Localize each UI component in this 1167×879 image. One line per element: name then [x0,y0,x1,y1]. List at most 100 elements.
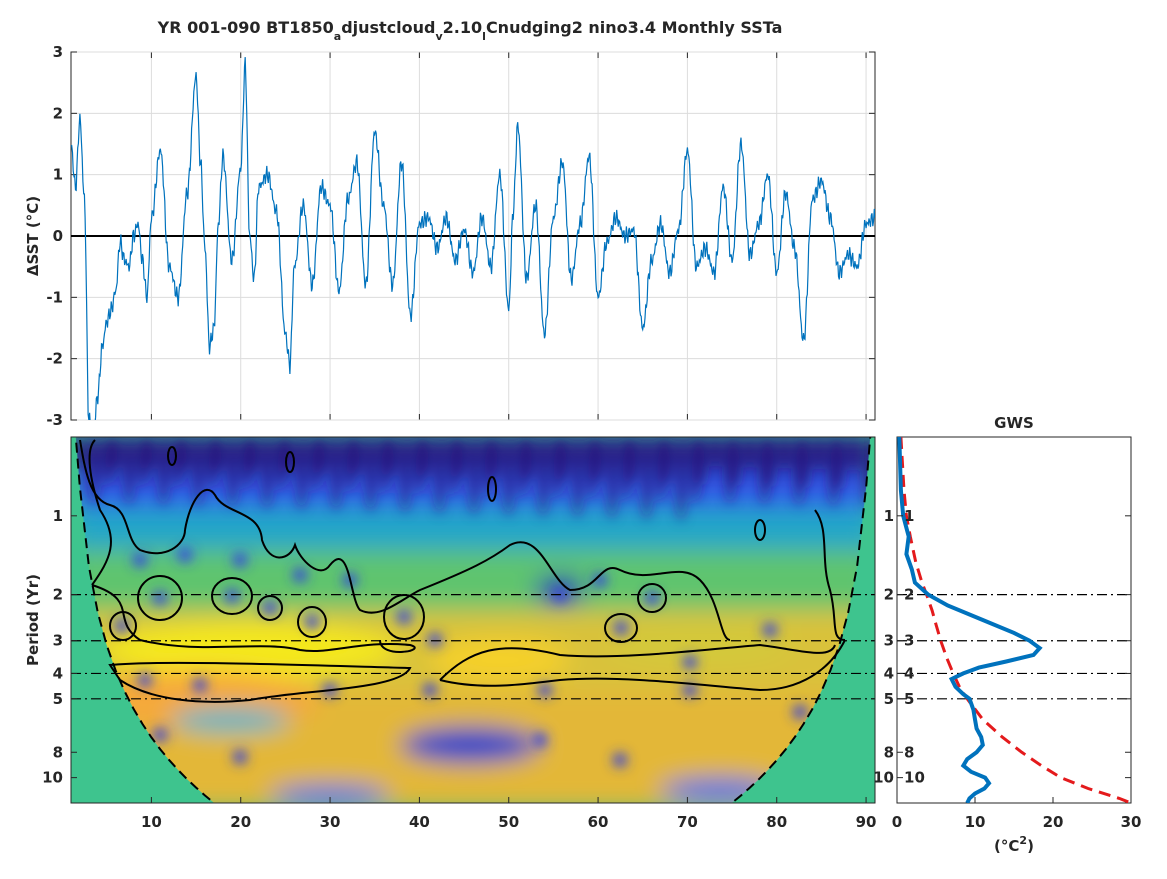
gws-power-curve [897,437,1043,803]
wavelet-power-streak [110,437,119,468]
wavelet-power-streak [352,437,360,475]
wavelet-power-streak [731,437,740,486]
wavelet-power-streak [366,437,375,512]
wavelet-power-blob [193,678,207,692]
timeseries-ytick-label: 1 [53,166,63,184]
gws-ytick-label-left: 5 [884,690,894,708]
wavelet-power-blob [397,610,411,624]
gws-ytick-label-left: 2 [884,586,894,604]
wavelet-power-streak [263,437,271,509]
figure-title: YR 001-090 BT1850adjustcloudv2.10lCnudgi… [157,18,783,43]
wavelet-power-streak [125,437,133,505]
gws-ytick-label-inner: 8 [904,743,914,761]
wavelet-ytick-label: 2 [53,586,63,604]
wavelet-power-streak [421,437,429,477]
wavelet-power-streak [766,437,774,487]
wavelet-ytick-label: 1 [53,507,63,525]
wavelet-power-streak [746,437,754,468]
timeseries-ylabel: ΔSST (°C) [24,196,42,276]
wavelet-power-blob [683,683,697,697]
gws-panel: 0 10 20 301 12 23 34 45 58 810 10 GWS (°C2) [873,414,1141,855]
wavelet-power-streak [780,437,789,469]
wavelet-xtick-label: 20 [230,813,251,831]
reference-period-lines [71,594,875,700]
wavelet-axes-box [70,436,876,804]
timeseries-ytick-label: -2 [46,350,63,368]
wavelet-power-blob [614,621,628,635]
timeseries-ytick-label: -3 [46,411,63,429]
wavelet-power-field [71,437,875,803]
wavelet-power-streak [697,437,705,485]
wavelet-power-streak [332,437,340,511]
wavelet-power-streak [159,437,168,506]
wavelet-power-streak [608,437,616,519]
gws-ytick-label-inner: 5 [904,690,914,708]
significance-contours [79,439,846,703]
wavelet-power-streak [470,437,478,515]
wavelet-power-blob [763,623,777,637]
wavelet-power-streak [504,437,513,516]
gws-xtick-label: 20 [1043,813,1064,831]
wavelet-xtick-label: 90 [856,813,877,831]
wavelet-power-blob [538,683,552,697]
wavelet-power-streak [559,437,567,481]
gws-ytick-label-inner: 2 [904,586,914,604]
gws-ytick-label-left: 1 [884,507,894,525]
wavelet-power-streak [539,437,547,517]
wavelet-ytick-label: 5 [53,690,63,708]
gws-title: GWS [994,414,1034,432]
wavelet-xtick-label: 10 [141,813,162,831]
wavelet-ytick-label: 8 [53,743,63,761]
wavelet-power-blob [423,683,437,697]
wavelet-power-streak [628,437,636,483]
gws-ytick-label-left: 8 [884,743,894,761]
wavelet-xtick-label: 40 [409,813,430,831]
wavelet-power-streak [849,437,858,471]
wavelet-power-blob [225,589,239,603]
wavelet-power-streak [386,437,395,476]
wavelet-panel: 10 20 30 40 50 60 70 80 90 1 2 3 4 5 8 10 Period (Yr) [24,436,877,831]
gws-significance-curve [899,437,1131,803]
wavelet-power-streak [677,437,685,521]
wavelet-xtick-label: 70 [677,813,698,831]
gws-xtick-label: 0 [892,813,902,831]
wavelet-ytick-label: 3 [53,632,63,650]
wavelet-power-streak [317,437,326,474]
gws-ytick-label-inner: 4 [904,664,914,682]
cone-of-influence [74,437,872,803]
wavelet-power-streak [642,437,651,520]
gws-reference-lines [897,594,1131,700]
wavelet-power-blob [153,728,167,742]
wavelet-power-streak [573,437,582,518]
wavelet-power-streak [490,437,498,479]
wavelet-power-streak [401,437,409,513]
wavelet-power-blob [593,573,607,587]
wavelet-power-streak [800,437,809,488]
wavelet-power-blob [133,553,147,567]
wavelet-power-blob [613,753,627,767]
timeseries-panel: -3 -2 -1 0 1 2 3 ΔSST (°C) [24,43,876,429]
gws-xtick-label: 10 [965,813,986,831]
gws-ticks: 0 10 20 301 12 23 34 45 58 810 10 [873,507,1141,831]
wavelet-ticks: 10 20 30 40 50 60 70 80 90 1 2 3 4 5 8 10 [42,507,876,831]
wavelet-power-blob [645,591,659,605]
wavelet-power-streak [214,437,222,471]
gws-ytick-label-inner: 10 [904,769,925,787]
timeseries-ytick-label: -1 [46,288,63,306]
gws-ytick-label-left: 10 [873,769,894,787]
wavelet-power-streak [662,437,671,484]
gws-xlabel: (°C2) [994,834,1034,855]
wavelet-power-blob [233,553,247,567]
timeseries-ytick-label: 3 [53,43,63,61]
wavelet-power-blob [178,548,192,562]
wavelet-power-streak [297,437,306,510]
wavelet-power-blob [293,568,307,582]
wavelet-xtick-label: 50 [498,813,519,831]
gws-axes-box [896,436,1132,804]
wavelet-power-blob [153,591,167,605]
wavelet-power-streak [593,437,602,482]
wavelet-power-blob [793,705,807,719]
gws-ytick-label-inner: 3 [904,632,914,650]
wavelet-power-streak [248,437,257,472]
